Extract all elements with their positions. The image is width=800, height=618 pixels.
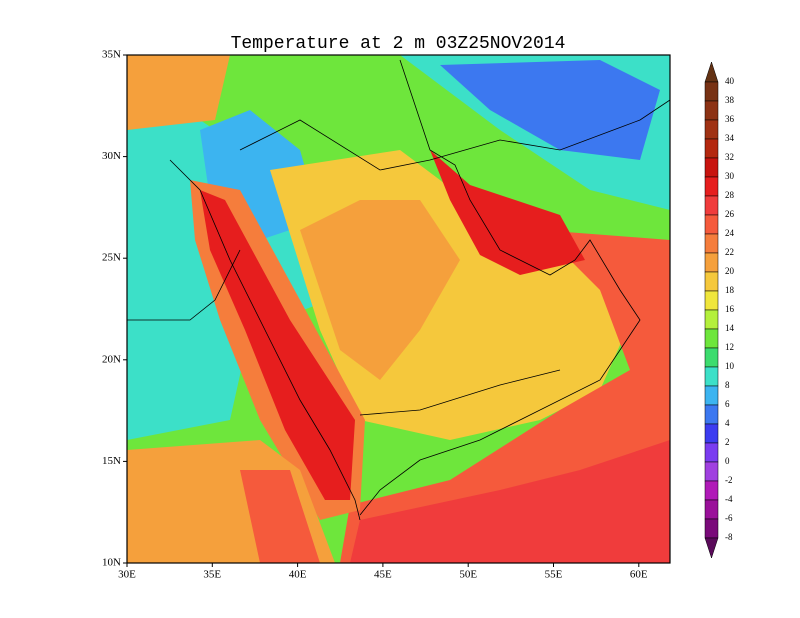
- colorbar-box: [704, 309, 719, 330]
- colorbar-label: 10: [725, 361, 735, 371]
- colorbar-box: [704, 119, 719, 140]
- border: [239, 99, 670, 171]
- colorbar-box: [704, 385, 719, 406]
- lat-tick-label: 10N: [102, 557, 121, 569]
- colorbar-label: 28: [725, 190, 735, 200]
- colorbar-label: 36: [725, 114, 735, 124]
- colorbar-label: -8: [725, 532, 733, 542]
- lon-tick-label: 55E: [545, 569, 563, 581]
- colorbar-box: [704, 499, 719, 520]
- field-gulf-aden: [350, 440, 670, 563]
- temperature-field: [127, 55, 670, 563]
- field-mediterranean: [127, 55, 230, 130]
- colorbar-label: 8: [725, 380, 730, 390]
- colorbar-box: [704, 252, 719, 273]
- lon-tick-label: 35E: [203, 569, 221, 581]
- colorbar-label: -2: [725, 475, 733, 485]
- colorbar-box: [704, 366, 719, 387]
- colorbar-label: 2: [725, 437, 730, 447]
- field-africa-warm: [240, 470, 320, 563]
- coastline: [359, 59, 641, 516]
- colorbar-box: [704, 442, 719, 463]
- colorbar-box: [704, 157, 719, 178]
- colorbar-label: 4: [725, 418, 730, 428]
- lat-tick-label: 20N: [102, 353, 121, 365]
- colorbar-box: [704, 81, 719, 102]
- field-arabia-warm: [300, 200, 460, 380]
- lat-tick-label: 30N: [102, 150, 121, 162]
- colorbar-label: -4: [725, 494, 733, 504]
- colorbar-box: [704, 176, 719, 197]
- map-frame: [126, 54, 671, 564]
- colorbar-label: 34: [725, 133, 735, 143]
- colorbar-label: 40: [725, 76, 735, 86]
- colorbar-label: 32: [725, 152, 734, 162]
- lat-tick-label: 35N: [102, 49, 121, 61]
- field-iran-cold: [440, 60, 660, 160]
- colorbar-box: [704, 423, 719, 444]
- colorbar-label: -6: [725, 513, 733, 523]
- colorbar-label: 14: [725, 323, 735, 333]
- colorbar-label: 12: [725, 342, 734, 352]
- colorbar-box: [704, 461, 719, 482]
- colorbar-label: 20: [725, 266, 735, 276]
- colorbar-box: [704, 195, 719, 216]
- colorbar-over: [704, 61, 719, 83]
- colorbar-label: 38: [725, 95, 735, 105]
- colorbar-box: [704, 271, 719, 292]
- colorbar-box: [704, 480, 719, 501]
- colorbar-label: 6: [725, 399, 730, 409]
- lon-tick-label: 60E: [630, 569, 648, 581]
- colorbar-box: [704, 328, 719, 349]
- colorbar-label: 26: [725, 209, 735, 219]
- border: [127, 249, 241, 321]
- border: [359, 369, 561, 416]
- colorbar-box: [704, 100, 719, 121]
- field-persian-gulf: [430, 150, 585, 275]
- colorbar-label: 24: [725, 228, 735, 238]
- map-title: Temperature at 2 m 03Z25NOV2014: [231, 34, 566, 54]
- coastline: [169, 159, 361, 521]
- colorbar-box: [704, 214, 719, 235]
- lon-tick-label: 30E: [118, 569, 136, 581]
- colorbar-box: [704, 138, 719, 159]
- colorbar-label: 22: [725, 247, 734, 257]
- colorbar-label: 18: [725, 285, 735, 295]
- colorbar-label: 16: [725, 304, 735, 314]
- lon-tick-label: 50E: [459, 569, 477, 581]
- lat-tick-label: 25N: [102, 252, 121, 264]
- lat-tick-label: 15N: [102, 455, 121, 467]
- colorbar-box: [704, 233, 719, 254]
- lon-tick-label: 40E: [289, 569, 307, 581]
- lon-tick-label: 45E: [374, 569, 392, 581]
- colorbar-box: [704, 518, 719, 539]
- colorbar-box: [704, 404, 719, 425]
- colorbar-box: [704, 347, 719, 368]
- colorbar-label: 0: [725, 456, 730, 466]
- colorbar-box: [704, 290, 719, 311]
- colorbar-label: 30: [725, 171, 735, 181]
- colorbar-under: [704, 537, 719, 559]
- field-red-sea: [200, 190, 355, 500]
